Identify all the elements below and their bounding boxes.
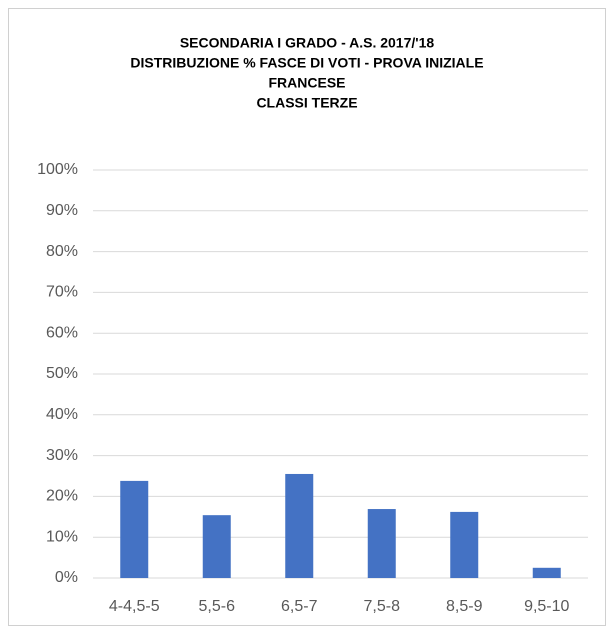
y-tick-label: 60%	[46, 324, 78, 341]
bar	[202, 515, 231, 578]
x-tick-label: 6,5-7	[281, 598, 318, 615]
y-tick-label: 80%	[46, 243, 78, 260]
chart-title: FRANCESE	[268, 75, 345, 91]
bar	[450, 511, 479, 578]
bar	[285, 473, 314, 578]
chart-title: SECONDARIA I GRADO - A.S. 2017/'18	[180, 35, 435, 51]
x-tick-label: 8,5-9	[446, 598, 483, 615]
chart-title: DISTRIBUZIONE % FASCE DI VOTI - PROVA IN…	[130, 55, 483, 71]
x-tick-label: 5,5-6	[199, 598, 236, 615]
chart-title: CLASSI TERZE	[256, 95, 357, 111]
x-tick-label: 7,5-8	[364, 598, 401, 615]
y-tick-label: 50%	[46, 365, 78, 382]
y-tick-label: 70%	[46, 284, 78, 301]
bar	[367, 509, 396, 578]
bar	[532, 567, 561, 578]
y-tick-label: 90%	[46, 202, 78, 219]
x-tick-label: 4-4,5-5	[109, 598, 160, 615]
y-tick-label: 20%	[46, 488, 78, 505]
y-tick-label: 40%	[46, 406, 78, 423]
y-tick-label: 30%	[46, 447, 78, 464]
y-tick-label: 10%	[46, 528, 78, 545]
y-tick-label: 0%	[55, 569, 78, 586]
bar	[120, 480, 149, 578]
y-tick-label: 100%	[37, 161, 78, 178]
x-tick-label: 9,5-10	[524, 598, 569, 615]
